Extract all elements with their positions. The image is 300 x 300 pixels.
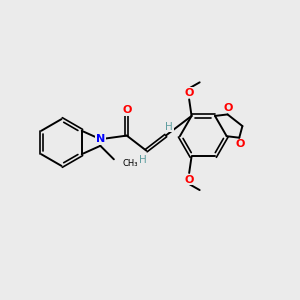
Text: N: N (96, 134, 105, 144)
Text: CH₃: CH₃ (123, 159, 138, 168)
Text: O: O (235, 139, 244, 149)
Text: O: O (122, 105, 131, 115)
Text: O: O (224, 103, 233, 113)
Text: O: O (184, 88, 194, 98)
Text: O: O (184, 175, 194, 184)
Text: H: H (139, 154, 146, 165)
Text: H: H (166, 122, 173, 132)
